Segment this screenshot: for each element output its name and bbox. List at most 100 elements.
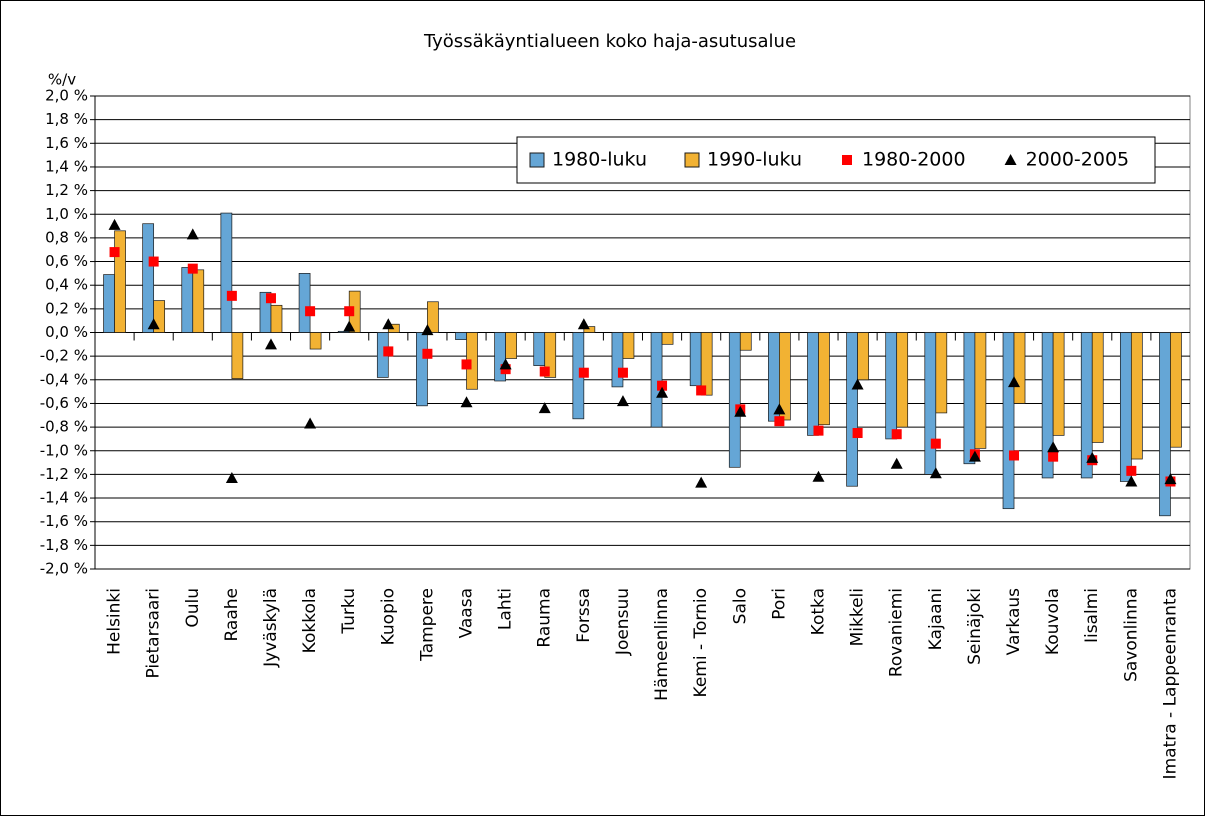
x-tick-label: Lahti [496, 588, 516, 630]
x-tick-label: Oulu [183, 588, 203, 628]
triangle-marker [890, 457, 903, 469]
x-tick-label: Raahe [222, 588, 242, 642]
triangle-marker [656, 386, 669, 398]
bar [779, 332, 791, 421]
square-marker [109, 247, 120, 258]
triangle-marker [343, 320, 356, 332]
bar [181, 267, 194, 333]
square-marker [891, 429, 902, 440]
triangle-marker [929, 467, 942, 479]
bar [544, 332, 557, 378]
bar [1052, 332, 1065, 436]
bar [142, 223, 155, 333]
square-marker [774, 416, 785, 427]
legend-swatch [1004, 154, 1017, 165]
bar [298, 273, 311, 333]
square-marker [1048, 451, 1059, 462]
y-tick-label: 0,0 % [45, 323, 88, 341]
y-tick-label: 1,8 % [45, 110, 88, 128]
x-tick-label: Turku [339, 588, 359, 635]
bar [231, 332, 244, 379]
x-tick-label: Imatra - Lappeenranta [1160, 588, 1180, 779]
triangle-marker [225, 471, 238, 483]
x-tick-label: Iisalmi [1082, 588, 1102, 643]
y-tick-label: 1,4 % [45, 157, 88, 175]
bar [896, 332, 909, 428]
triangle-marker [1008, 376, 1021, 388]
x-tick-label: Varkaus [1004, 588, 1024, 655]
bar [153, 300, 166, 333]
bar [192, 269, 205, 333]
bar [220, 212, 233, 333]
bar [974, 332, 987, 449]
square-marker [852, 428, 863, 439]
legend-label: 1980-2000 [862, 149, 966, 171]
y-tick-label: 0,2 % [45, 299, 88, 317]
square-marker [617, 367, 628, 378]
bar [818, 332, 830, 426]
bar [455, 332, 467, 340]
bar [739, 332, 752, 351]
square-marker [344, 306, 355, 317]
x-tick-label: Hämeenlinna [652, 588, 672, 701]
x-tick-label: Mikkeli [848, 588, 868, 646]
bar [807, 332, 819, 436]
x-tick-label: Kouvola [1043, 588, 1063, 655]
legend-swatch [842, 155, 852, 165]
bar [583, 326, 596, 333]
x-tick-label: Kajaani [926, 588, 946, 650]
x-tick-label: Kotka [808, 588, 828, 635]
bar [1013, 332, 1026, 404]
y-tick-label: 1,0 % [45, 205, 88, 223]
bar [846, 332, 858, 487]
x-tick-label: Kokkola [300, 588, 320, 653]
x-tick-label: Kemi - Tornio [691, 588, 711, 697]
bar [114, 230, 126, 333]
legend-label: 1990-luku [707, 149, 802, 171]
triangle-marker [1086, 451, 1099, 463]
bar [427, 301, 439, 333]
square-marker [305, 306, 316, 317]
square-marker [148, 256, 159, 267]
bar [1170, 332, 1182, 448]
square-marker [930, 438, 941, 449]
triangle-marker [773, 403, 786, 415]
y-tick-label: 0,8 % [45, 228, 88, 246]
triangle-marker [147, 318, 160, 330]
triangle-marker [304, 417, 317, 429]
x-tick-label: Rauma [535, 588, 555, 648]
legend-label: 1980-luku [552, 149, 647, 171]
y-tick-label: 1,6 % [45, 134, 88, 152]
square-marker [813, 425, 824, 436]
triangle-marker [421, 324, 434, 336]
bar [1091, 332, 1104, 443]
triangle-marker [695, 476, 708, 488]
triangle-marker [538, 402, 551, 414]
y-tick-label: -0,6 % [40, 394, 88, 412]
x-tick-label: Tampere [417, 588, 437, 662]
square-marker [422, 348, 433, 359]
triangle-marker [499, 358, 512, 370]
bar [924, 332, 937, 475]
bar [857, 332, 869, 381]
square-marker [187, 263, 198, 274]
y-tick-label: -0,2 % [40, 347, 88, 365]
y-tick-label: -1,2 % [40, 465, 88, 483]
y-tick-label: 0,6 % [45, 252, 88, 270]
y-tick-label: 1,2 % [45, 181, 88, 199]
bar [611, 332, 624, 388]
triangle-marker [812, 470, 825, 482]
x-tick-label: Pori [769, 588, 789, 620]
square-marker [578, 367, 589, 378]
x-tick-label: Joensuu [613, 588, 633, 656]
bar [1119, 332, 1132, 482]
triangle-marker [968, 450, 981, 462]
bar [728, 332, 741, 468]
triangle-marker [108, 218, 121, 230]
y-axis-label: %/v [48, 71, 76, 89]
square-marker [461, 359, 472, 370]
x-tick-label: Seinäjoki [965, 588, 985, 665]
square-marker [226, 290, 237, 301]
triangle-marker [616, 395, 629, 407]
square-marker [265, 293, 276, 304]
